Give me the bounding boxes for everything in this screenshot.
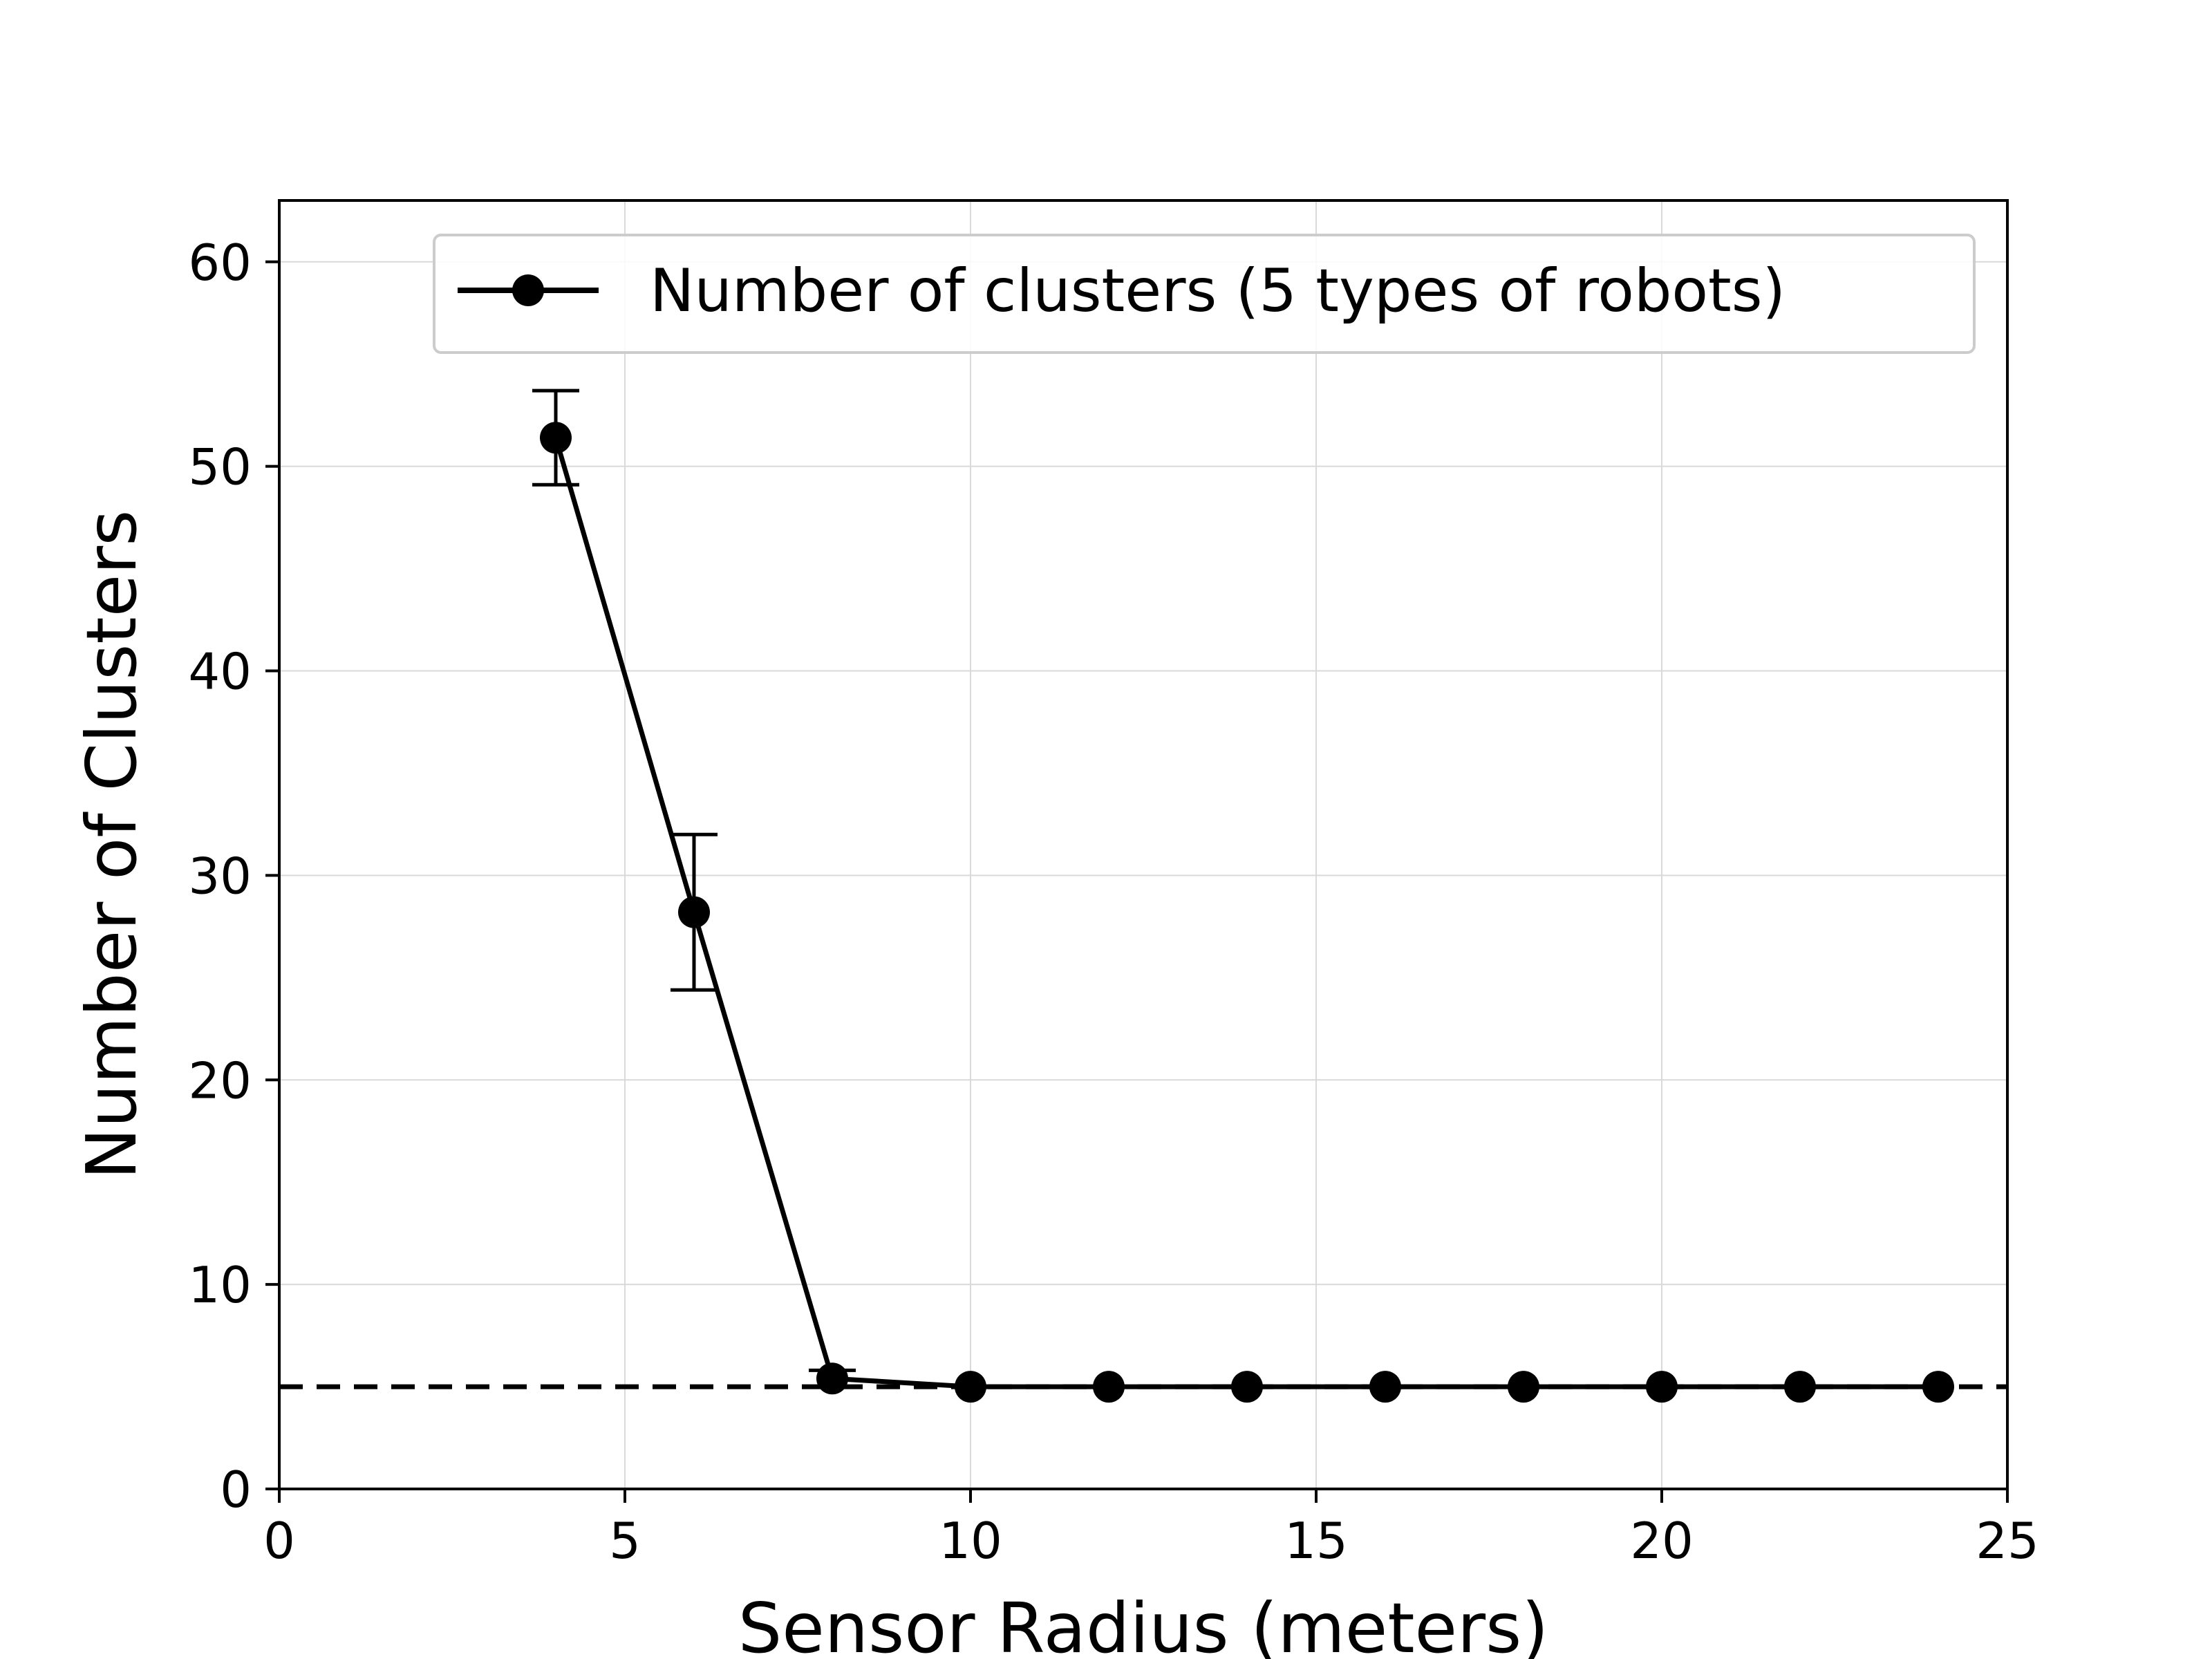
data-point	[1922, 1371, 1954, 1403]
data-point	[816, 1362, 848, 1395]
data-point	[1093, 1371, 1125, 1403]
x-tick-label: 20	[1630, 1512, 1694, 1570]
data-point	[1508, 1371, 1539, 1403]
data-point	[1784, 1371, 1816, 1403]
y-tick-label: 20	[188, 1051, 252, 1109]
y-tick-label: 10	[188, 1256, 252, 1314]
grid	[279, 200, 2008, 1490]
y-axis-title: Number of Clusters	[71, 510, 152, 1180]
x-tick-label: 25	[1976, 1512, 2039, 1570]
x-tick-label: 15	[1284, 1512, 1348, 1570]
series-layer	[532, 388, 1954, 1403]
x-tick-label: 0	[263, 1512, 295, 1570]
data-point	[1231, 1371, 1263, 1403]
x-axis-title: Sensor Radius (meters)	[738, 1588, 1549, 1659]
legend-box	[433, 234, 1976, 354]
data-point	[1369, 1371, 1401, 1403]
legend: Number of clusters (5 types of robots)	[433, 234, 1976, 354]
legend-label: Number of clusters (5 types of robots)	[650, 256, 1785, 326]
y-tick-label: 50	[188, 438, 252, 496]
y-tick-label: 0	[220, 1461, 252, 1519]
y-tick-label: 40	[188, 643, 252, 701]
data-point	[1646, 1371, 1678, 1403]
y-tick-label: 60	[188, 234, 252, 292]
data-point	[678, 896, 710, 928]
data-point	[540, 422, 572, 454]
y-tick-label: 30	[188, 847, 252, 905]
plot-frame	[278, 199, 2009, 1490]
data-point	[955, 1371, 986, 1403]
ticks: 0 5 10 15 20 25 0 10 20 30 40 50 60	[188, 234, 2038, 1570]
x-tick-label: 5	[609, 1512, 641, 1570]
x-tick-label: 10	[939, 1512, 1002, 1570]
legend-marker	[512, 274, 544, 306]
